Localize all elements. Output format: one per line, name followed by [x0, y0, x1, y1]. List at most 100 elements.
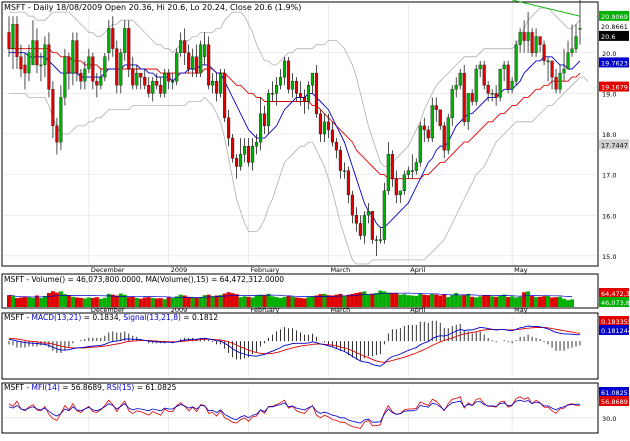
volume-bar — [34, 295, 39, 307]
volume-bar — [138, 298, 143, 307]
candle-body — [235, 158, 239, 167]
candle-body — [159, 85, 163, 94]
volume-bar — [102, 297, 107, 307]
volume-bar — [514, 297, 519, 307]
mfi-rsi-tag: 56.8689 — [601, 398, 628, 406]
candle-body — [7, 32, 11, 49]
candle-body — [255, 141, 259, 147]
volume-bar — [194, 297, 199, 307]
candle-body — [366, 211, 370, 216]
price-y-tick-label: 15.0 — [602, 253, 616, 261]
volume-bar — [386, 292, 391, 307]
volume-bar — [350, 293, 355, 307]
candle-body — [394, 178, 398, 196]
candle-body — [422, 125, 426, 131]
volume-moving-average-line — [8, 292, 573, 298]
volume-bar — [238, 297, 243, 307]
volume-x-label: May — [514, 306, 528, 314]
volume-bar — [302, 298, 307, 307]
candle-body — [306, 85, 311, 102]
candle-body — [251, 146, 255, 163]
volume-tag: 64,472,312 — [601, 290, 630, 298]
volume-bar — [98, 298, 103, 307]
price-tag: 20.9069 — [601, 13, 628, 21]
volume-bar — [214, 295, 219, 307]
price-y-tick-label: 19.0 — [602, 90, 616, 98]
candle-body — [566, 52, 570, 70]
volume-bar — [518, 296, 523, 307]
volume-bar — [542, 296, 547, 307]
volume-bar — [430, 293, 435, 307]
volume-bar — [362, 291, 367, 307]
mfi-rsi-legend: MSFT - MFI(14) = 56.8689, RSI(15) = 61.0… — [4, 383, 177, 392]
volume-bar — [354, 293, 359, 307]
volume-bar — [390, 292, 395, 307]
candle-body — [19, 56, 23, 70]
volume-bar — [406, 295, 411, 307]
volume-bar — [270, 296, 275, 307]
volume-bar — [394, 293, 399, 307]
volume-bar — [422, 294, 427, 307]
volume-bar — [474, 297, 479, 307]
price-x-label: December — [91, 266, 125, 274]
candle-body — [558, 72, 562, 90]
volume-bar — [502, 294, 507, 307]
candle-body — [498, 68, 502, 98]
volume-bar — [322, 293, 327, 307]
candle-body — [530, 32, 534, 53]
volume-bar — [30, 297, 35, 307]
candle-body — [263, 113, 267, 127]
volume-bar — [426, 295, 431, 307]
candle-body — [390, 154, 394, 179]
volume-bar — [70, 296, 75, 307]
candle-body — [278, 76, 283, 86]
volume-bar — [538, 296, 543, 307]
candle-body — [502, 64, 506, 70]
candle-body — [207, 44, 211, 86]
price-tags: 20.9069 20.8661 20.6 19.7623 19.1679 17.7447 — [599, 10, 629, 150]
candle-body — [474, 68, 478, 102]
volume-bar — [222, 293, 227, 307]
candle-body — [39, 64, 43, 67]
candle-body — [231, 137, 235, 159]
candle-body — [442, 125, 446, 151]
candle-body — [370, 211, 374, 240]
macd-tag: 0.181244 — [601, 327, 630, 335]
price-x-label: March — [330, 266, 350, 274]
mfi-rsi-y-tick-label: 30.0 — [602, 415, 616, 423]
volume-bar — [42, 295, 47, 307]
candle-body — [302, 97, 307, 102]
volume-bar — [398, 294, 403, 307]
volume-bar — [442, 294, 447, 307]
volume-tag-bg — [599, 297, 629, 307]
volume-bar — [546, 295, 551, 307]
volume-bar — [450, 295, 455, 307]
candle-body — [346, 170, 350, 196]
volume-bar — [374, 293, 379, 307]
volume-x-label: March — [330, 306, 350, 314]
volume-bar — [382, 291, 387, 307]
macd-signal-line — [8, 327, 581, 363]
mfi-rsi-tag: 61.0825 — [601, 389, 628, 397]
volume-bar — [562, 298, 567, 307]
volume-bar — [462, 295, 467, 307]
candle-body — [298, 93, 303, 98]
volume-bar — [498, 295, 503, 307]
macd-legend-signal-value: = 0.1812 — [181, 313, 219, 322]
volume-bar — [198, 297, 203, 307]
macd-legend-prefix: MSFT - — [4, 313, 31, 322]
price-tag-bg — [599, 81, 629, 92]
volume-bar — [78, 297, 83, 307]
candle-body — [290, 81, 295, 90]
mfi-rsi-legend-mfi: MFI(14) — [31, 383, 59, 392]
candle-body — [490, 93, 494, 95]
candle-body — [223, 72, 227, 118]
candle-body — [191, 56, 195, 70]
bollinger-bands — [9, 7, 589, 265]
volume-bar — [262, 295, 267, 307]
candle-body — [135, 72, 139, 86]
volume-bar — [522, 292, 527, 307]
volume-bar — [334, 294, 339, 307]
price-tag: 20.6 — [601, 33, 615, 41]
